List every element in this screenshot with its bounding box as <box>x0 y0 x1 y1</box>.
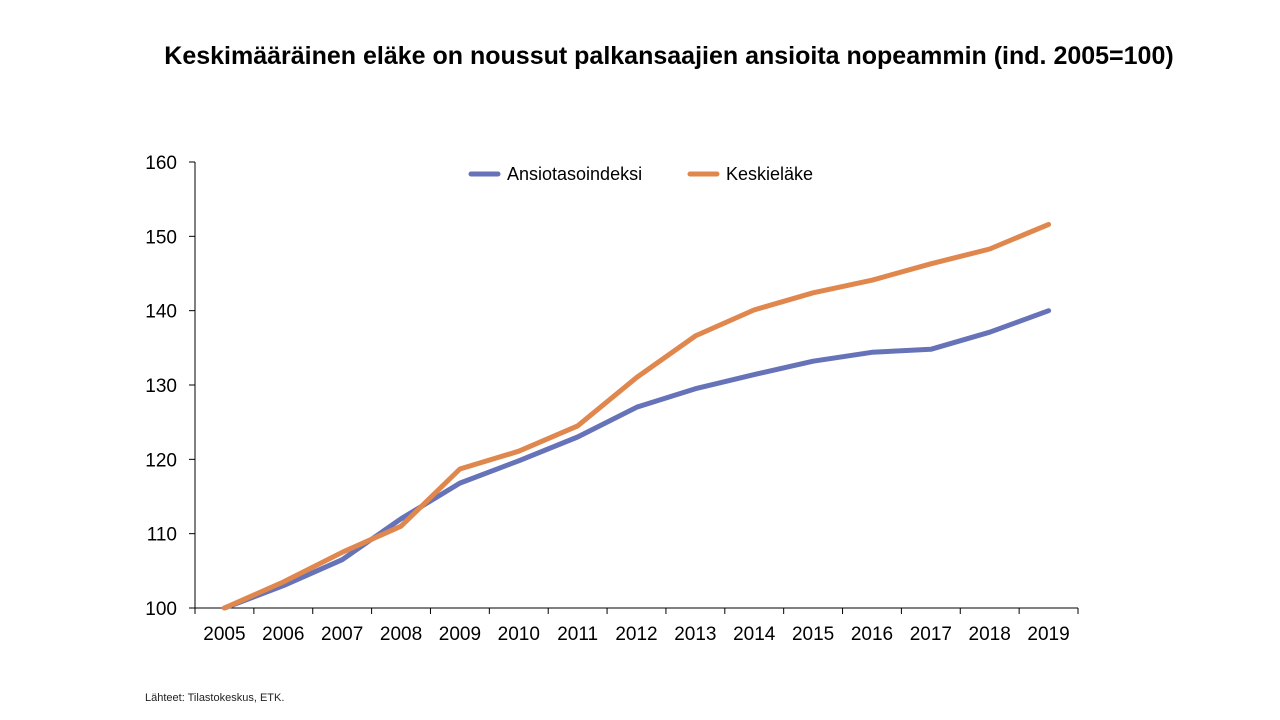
chart-source-note: Lähteet: Tilastokeskus, ETK. <box>145 692 285 704</box>
x-tick-label: 2018 <box>969 624 1011 645</box>
legend-label: Ansiotasoindeksi <box>507 164 642 184</box>
x-tick-label: 2010 <box>498 624 540 645</box>
x-tick-label: 2019 <box>1027 624 1069 645</box>
y-tick-label: 110 <box>147 525 177 546</box>
x-tick-label: 2012 <box>615 624 657 645</box>
x-tick-label: 2008 <box>380 624 422 645</box>
series-lines <box>221 221 1052 611</box>
y-tick-label: 160 <box>145 153 177 174</box>
x-tick-label: 2014 <box>733 624 776 645</box>
x-tick-label: 2006 <box>262 624 304 645</box>
x-axis-ticks: 2005 2006 2007 2008 2009 2010 2011 2012 2013 2014… <box>194 608 1079 645</box>
series-line-1 <box>221 221 1052 611</box>
chart-legend: Ansiotasoindeksi Keskieläke <box>468 164 813 184</box>
y-tick-label: 130 <box>145 376 177 397</box>
y-tick-label: 120 <box>145 450 177 471</box>
x-tick-label: 2005 <box>203 624 245 645</box>
y-tick-label: 150 <box>145 227 177 248</box>
legend-label: Keskieläke <box>726 164 813 184</box>
y-tick-label: 140 <box>145 302 177 323</box>
y-tick-label: 100 <box>145 599 177 620</box>
x-tick-label: 2011 <box>557 624 598 645</box>
x-tick-label: 2015 <box>792 624 834 645</box>
chart-axes <box>194 162 1078 609</box>
chart-title: Keskimääräinen eläke on noussut palkansa… <box>164 42 1174 70</box>
x-tick-label: 2009 <box>439 624 481 645</box>
y-axis-ticks: 100 110 120 130 140 150 160 <box>145 153 195 620</box>
x-tick-label: 2016 <box>851 624 893 645</box>
x-tick-label: 2013 <box>674 624 716 645</box>
series-line-0 <box>221 308 1052 611</box>
x-tick-label: 2007 <box>321 624 363 645</box>
x-tick-label: 2017 <box>910 624 952 645</box>
